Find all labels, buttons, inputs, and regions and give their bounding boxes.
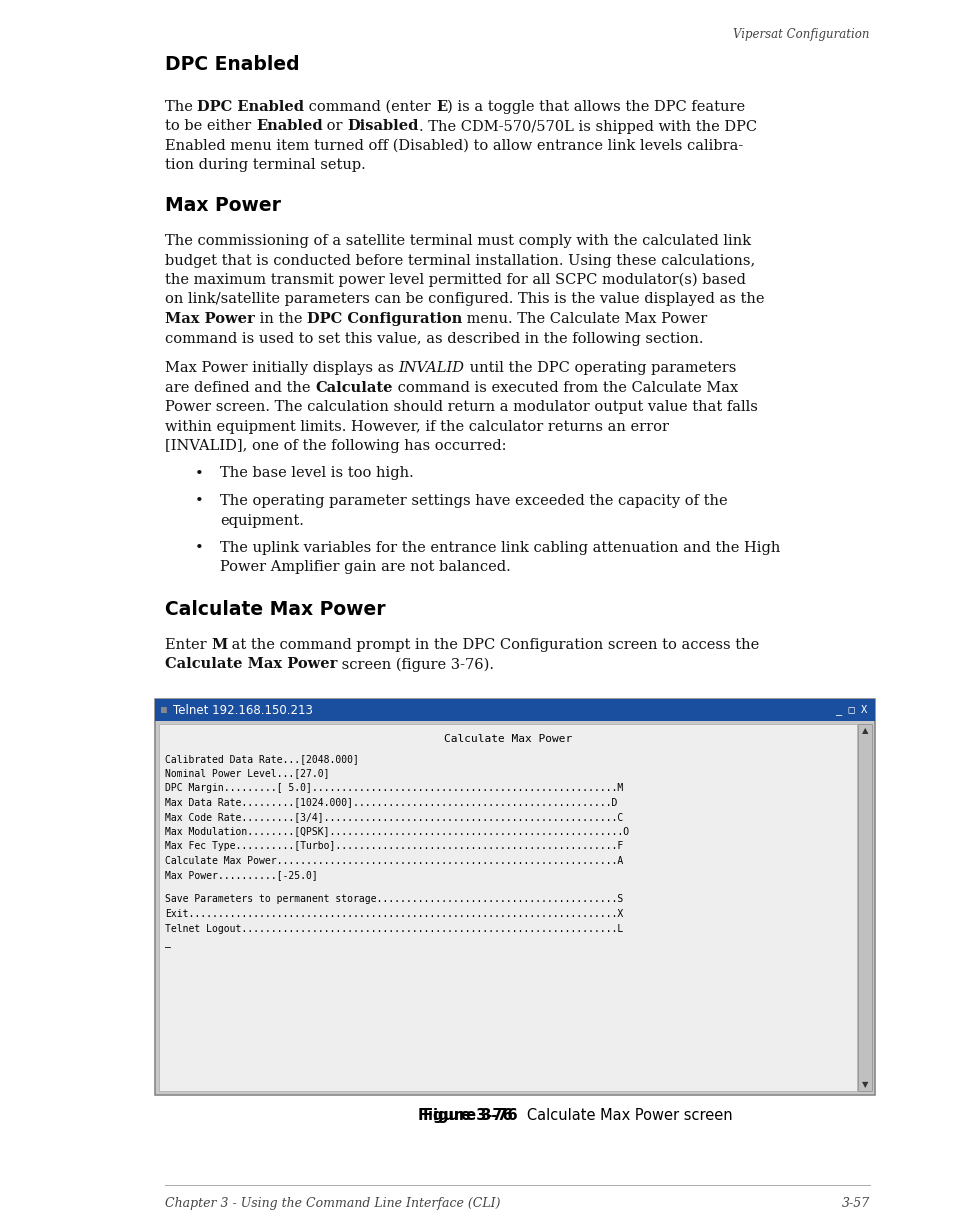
Text: Telnet Logout................................................................L: Telnet Logout...........................… <box>165 924 622 934</box>
Text: ▼: ▼ <box>861 1080 867 1090</box>
Text: to be either: to be either <box>165 119 255 134</box>
Text: Save Parameters to permanent storage.........................................S: Save Parameters to permanent storage....… <box>165 894 622 904</box>
Text: command is used to set this value, as described in the following section.: command is used to set this value, as de… <box>165 331 702 346</box>
Text: the maximum transmit power level permitted for all SCPC modulator(s) based: the maximum transmit power level permitt… <box>165 272 745 287</box>
Text: The uplink variables for the entrance link cabling attenuation and the High: The uplink variables for the entrance li… <box>220 541 780 555</box>
Text: 3-57: 3-57 <box>841 1198 869 1210</box>
Text: Max Modulation........[QPSK]..................................................O: Max Modulation........[QPSK]............… <box>165 827 628 837</box>
Text: •: • <box>194 494 204 508</box>
Text: Enabled menu item turned off (Disabled) to allow entrance link levels calibra-: Enabled menu item turned off (Disabled) … <box>165 139 742 153</box>
Text: Calculate: Calculate <box>314 380 393 395</box>
Text: Max Power: Max Power <box>165 312 254 326</box>
Text: Vipersat Configuration: Vipersat Configuration <box>733 28 869 40</box>
Text: Chapter 3 - Using the Command Line Interface (CLI): Chapter 3 - Using the Command Line Inter… <box>165 1198 500 1210</box>
Text: in the: in the <box>254 312 307 326</box>
Text: Calculate Max Power screen: Calculate Max Power screen <box>513 1108 732 1123</box>
Text: menu. The Calculate Max Power: menu. The Calculate Max Power <box>461 312 706 326</box>
Text: command (enter: command (enter <box>304 99 436 114</box>
Text: Max Power: Max Power <box>165 196 281 215</box>
Text: DPC Enabled: DPC Enabled <box>197 99 304 114</box>
Text: The commissioning of a satellite terminal must comply with the calculated link: The commissioning of a satellite termina… <box>165 234 750 248</box>
Text: command is executed from the Calculate Max: command is executed from the Calculate M… <box>393 380 737 395</box>
Text: Calculate Max Power..........................................................A: Calculate Max Power.....................… <box>165 855 622 865</box>
Text: •: • <box>194 466 204 481</box>
Text: Figure 3-76: Figure 3-76 <box>422 1108 517 1123</box>
Text: Calculate Max Power: Calculate Max Power <box>443 734 572 744</box>
Text: The base level is too high.: The base level is too high. <box>220 466 414 481</box>
Text: are defined and the: are defined and the <box>165 380 314 395</box>
Text: at the command prompt in the DPC Configuration screen to access the: at the command prompt in the DPC Configu… <box>227 638 759 652</box>
Text: screen (figure 3-76).: screen (figure 3-76). <box>337 658 494 672</box>
Text: Power screen. The calculation should return a modulator output value that falls: Power screen. The calculation should ret… <box>165 400 757 413</box>
Text: INVALID: INVALID <box>398 361 464 375</box>
Text: Max Power..........[-25.0]: Max Power..........[-25.0] <box>165 870 317 880</box>
Text: _: _ <box>165 937 171 948</box>
Text: ■: ■ <box>161 706 167 715</box>
Text: The operating parameter settings have exceeded the capacity of the: The operating parameter settings have ex… <box>220 494 727 508</box>
Text: within equipment limits. However, if the calculator returns an error: within equipment limits. However, if the… <box>165 420 668 433</box>
Text: Enter: Enter <box>165 638 211 652</box>
Text: equipment.: equipment. <box>220 514 304 528</box>
Text: Disabled: Disabled <box>347 119 418 134</box>
Text: tion during terminal setup.: tion during terminal setup. <box>165 158 365 173</box>
Text: Nominal Power Level...[27.0]: Nominal Power Level...[27.0] <box>165 768 329 778</box>
Text: Calibrated Data Rate...[2048.000]: Calibrated Data Rate...[2048.000] <box>165 755 358 764</box>
Text: _ □ X: _ □ X <box>835 704 866 715</box>
Text: Calculate Max Power: Calculate Max Power <box>165 600 385 618</box>
Text: [INVALID], one of the following has occurred:: [INVALID], one of the following has occu… <box>165 439 506 453</box>
Text: Max Fec Type..........[Turbo]................................................F: Max Fec Type..........[Turbo]...........… <box>165 840 622 852</box>
Text: Telnet 192.168.150.213: Telnet 192.168.150.213 <box>172 703 313 717</box>
Bar <box>154 699 874 721</box>
Text: budget that is conducted before terminal installation. Using these calculations,: budget that is conducted before terminal… <box>165 254 755 267</box>
Text: DPC Enabled: DPC Enabled <box>165 55 299 74</box>
Text: Exit.........................................................................X: Exit....................................… <box>165 909 622 919</box>
Bar <box>857 724 871 1091</box>
Text: or: or <box>322 119 347 134</box>
Bar <box>159 724 856 1091</box>
Text: DPC Configuration: DPC Configuration <box>307 312 461 326</box>
Text: Max Power initially displays as: Max Power initially displays as <box>165 361 398 375</box>
Text: Max Data Rate.........[1024.000]............................................D: Max Data Rate.........[1024.000]........… <box>165 798 617 807</box>
Text: ▲: ▲ <box>861 726 867 735</box>
Text: DPC Margin.........[ 5.0]....................................................M: DPC Margin.........[ 5.0]...............… <box>165 783 622 793</box>
Text: Max Code Rate.........[3/4]..................................................C: Max Code Rate.........[3/4].............… <box>165 812 622 822</box>
Text: Power Amplifier gain are not balanced.: Power Amplifier gain are not balanced. <box>220 561 510 574</box>
Text: ) is a toggle that allows the DPC feature: ) is a toggle that allows the DPC featur… <box>447 99 744 114</box>
Bar <box>154 699 874 1094</box>
Text: •: • <box>194 541 204 555</box>
Text: Figure 3-76: Figure 3-76 <box>417 1108 512 1123</box>
Text: E: E <box>436 99 447 114</box>
Text: Enabled: Enabled <box>255 119 322 134</box>
Text: on link/satellite parameters can be configured. This is the value displayed as t: on link/satellite parameters can be conf… <box>165 292 763 307</box>
Text: The: The <box>165 99 197 114</box>
Text: until the DPC operating parameters: until the DPC operating parameters <box>464 361 735 375</box>
Text: M: M <box>211 638 227 652</box>
Text: Calculate Max Power: Calculate Max Power <box>165 658 337 671</box>
Text: . The CDM-570/570L is shipped with the DPC: . The CDM-570/570L is shipped with the D… <box>418 119 757 134</box>
